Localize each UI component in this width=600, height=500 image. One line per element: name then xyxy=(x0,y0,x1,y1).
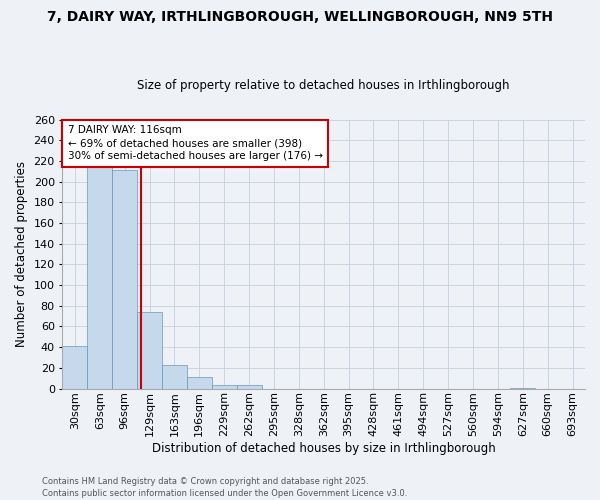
Bar xyxy=(236,386,262,388)
X-axis label: Distribution of detached houses by size in Irthlingborough: Distribution of detached houses by size … xyxy=(152,442,496,455)
Bar xyxy=(112,170,137,388)
Text: Contains HM Land Registry data © Crown copyright and database right 2025.
Contai: Contains HM Land Registry data © Crown c… xyxy=(42,476,407,498)
Y-axis label: Number of detached properties: Number of detached properties xyxy=(15,161,28,347)
Text: 7, DAIRY WAY, IRTHLINGBOROUGH, WELLINGBOROUGH, NN9 5TH: 7, DAIRY WAY, IRTHLINGBOROUGH, WELLINGBO… xyxy=(47,10,553,24)
Title: Size of property relative to detached houses in Irthlingborough: Size of property relative to detached ho… xyxy=(137,79,510,92)
Bar xyxy=(137,312,162,388)
Text: 7 DAIRY WAY: 116sqm
← 69% of detached houses are smaller (398)
30% of semi-detac: 7 DAIRY WAY: 116sqm ← 69% of detached ho… xyxy=(68,125,323,162)
Bar xyxy=(187,377,212,388)
Bar xyxy=(62,346,88,389)
Bar xyxy=(88,165,112,388)
Bar xyxy=(212,386,236,388)
Bar xyxy=(162,364,187,388)
